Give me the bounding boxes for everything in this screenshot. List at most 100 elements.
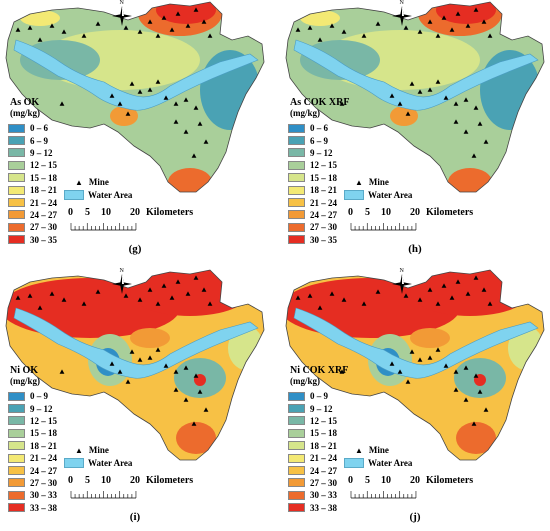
legend-swatch — [288, 210, 305, 220]
water-swatch — [344, 458, 364, 468]
legend-swatch — [8, 160, 25, 170]
mine-marker — [173, 119, 179, 124]
legend-item: 21 – 24 — [8, 196, 57, 208]
legend-swatch — [288, 185, 305, 195]
mine-marker — [483, 139, 489, 144]
mine-marker — [477, 389, 483, 394]
mine-marker — [147, 19, 153, 24]
scale-tick-label: 5 — [365, 475, 370, 486]
mine-marker — [197, 389, 203, 394]
mine-marker — [193, 7, 199, 12]
mine-marker — [203, 139, 209, 144]
mine-marker — [161, 283, 167, 288]
surface-zone — [390, 106, 418, 126]
legend-swatch — [8, 210, 25, 220]
mine-marker — [191, 421, 197, 426]
mine-marker — [435, 33, 441, 38]
mine-marker — [49, 23, 55, 28]
mine-marker — [117, 101, 123, 106]
scale-unit-label: Kilometers — [146, 207, 194, 218]
mine-marker — [193, 275, 199, 280]
legend-label: 18 – 21 — [310, 440, 337, 451]
legend-label: 15 – 18 — [30, 428, 57, 439]
legend-item: 12 – 15 — [8, 415, 57, 427]
mine-marker — [125, 379, 131, 384]
mine-marker — [175, 279, 181, 284]
mine-marker — [403, 25, 409, 30]
legend-label: 12 – 15 — [30, 415, 57, 426]
mine-marker — [59, 101, 65, 106]
mine-marker — [183, 97, 189, 102]
mine-label: Mine — [88, 177, 109, 187]
mine-marker — [317, 305, 323, 310]
mine-marker — [137, 297, 143, 302]
legend-swatch — [288, 148, 305, 158]
units-text: (mg/kg) — [290, 108, 320, 118]
legend-item: 9 – 12 — [288, 147, 337, 159]
mine-key: ▲ Mine — [355, 177, 389, 187]
choropleth-map: N — [5, 268, 265, 461]
legend-item: 24 – 27 — [8, 464, 57, 476]
mine-marker — [37, 305, 43, 310]
mine-marker — [427, 355, 433, 360]
legend-swatch — [8, 503, 25, 513]
units-text: (mg/kg) — [290, 376, 320, 386]
mine-marker — [295, 27, 301, 32]
legend-label: 0 – 6 — [30, 123, 48, 134]
mine-marker — [329, 291, 335, 296]
units-text: (mg/kg) — [10, 108, 40, 118]
north-label: N — [120, 268, 125, 274]
mine-marker — [453, 387, 459, 392]
mine-key: ▲ Mine — [355, 445, 389, 455]
legend-swatch — [8, 428, 25, 438]
mine-marker — [453, 101, 459, 106]
legend-label: 15 – 18 — [310, 172, 337, 183]
mine-marker — [161, 15, 167, 20]
mine-marker — [417, 89, 423, 94]
mine-marker — [441, 283, 447, 288]
panel-caption: (g) — [128, 243, 142, 255]
water-key: Water Area — [344, 190, 412, 200]
river — [13, 307, 259, 379]
legend-label: 15 – 18 — [30, 172, 57, 183]
legend-label: 21 – 24 — [30, 197, 57, 208]
title-text: As COK XRF — [290, 97, 350, 108]
water-key: Water Area — [64, 190, 132, 200]
mine-marker — [427, 87, 433, 92]
scale-bar: 0 5 10 20 Kilometers — [348, 207, 510, 233]
legend-item: 18 – 21 — [288, 184, 337, 196]
mine-marker — [193, 373, 199, 378]
legend-swatch — [8, 490, 25, 500]
mine-marker — [307, 293, 313, 298]
choropleth-map: N — [5, 0, 265, 193]
mine-marker — [137, 357, 143, 362]
mine-marker — [185, 23, 191, 28]
mine-marker — [471, 153, 477, 158]
mine-marker — [443, 363, 449, 368]
legend-item: 15 – 18 — [288, 427, 337, 439]
legend-label: 12 – 15 — [30, 160, 57, 171]
mine-marker — [435, 79, 441, 84]
legend-label: 27 – 30 — [310, 477, 337, 488]
mine-marker — [27, 293, 33, 298]
mine-marker — [463, 129, 469, 134]
scale-unit-label: Kilometers — [146, 475, 194, 486]
legend-swatch — [288, 404, 305, 414]
legend-swatch — [288, 478, 305, 488]
legend-swatch — [288, 503, 305, 513]
mine-marker — [473, 7, 479, 12]
mine-marker — [129, 81, 135, 86]
legend-item: 18 – 21 — [8, 184, 57, 196]
mine-marker — [147, 355, 153, 360]
north-arrow-icon: N — [392, 268, 412, 294]
mine-marker — [483, 407, 489, 412]
scale-bar: 0 5 10 20 Kilometers — [68, 207, 230, 233]
mine-marker — [409, 349, 415, 354]
mine-marker — [339, 369, 345, 374]
mine-marker — [463, 97, 469, 102]
legend-label: 27 – 30 — [310, 222, 337, 233]
mine-marker — [173, 101, 179, 106]
legend-item: 9 – 12 — [8, 147, 57, 159]
